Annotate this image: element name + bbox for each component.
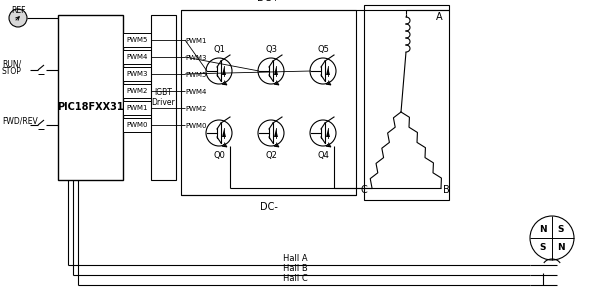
Polygon shape	[326, 67, 330, 75]
Text: Hall C: Hall C	[283, 274, 307, 283]
Bar	[151, 15, 176, 180]
Polygon shape	[326, 129, 330, 137]
Text: IGBT: IGBT	[155, 88, 172, 97]
Text: Q5: Q5	[317, 45, 329, 54]
Text: Q1: Q1	[213, 45, 225, 54]
Text: B: B	[443, 185, 449, 195]
Text: S: S	[558, 225, 564, 233]
Text: PWM1: PWM1	[126, 105, 148, 111]
Text: DC+: DC+	[257, 0, 280, 3]
Text: PWM0: PWM0	[126, 122, 148, 128]
Text: FWD/REV: FWD/REV	[2, 116, 38, 125]
Circle shape	[9, 9, 27, 27]
Text: RUN/: RUN/	[2, 59, 21, 68]
Text: S: S	[540, 242, 546, 252]
Text: PWM4: PWM4	[185, 89, 206, 95]
Polygon shape	[274, 67, 278, 75]
Bar	[123, 50, 151, 64]
Text: PWM0: PWM0	[185, 123, 206, 129]
Text: Q4: Q4	[317, 151, 329, 160]
Text: Hall B: Hall B	[283, 264, 307, 273]
Text: N: N	[557, 242, 565, 252]
Text: PWM3: PWM3	[126, 71, 148, 77]
Text: PWM1: PWM1	[185, 38, 206, 44]
Text: Q3: Q3	[265, 45, 277, 54]
Polygon shape	[222, 67, 226, 75]
Text: REF: REF	[11, 6, 25, 15]
Text: Q2: Q2	[265, 151, 277, 160]
Bar	[364, 5, 449, 200]
Text: DC-: DC-	[260, 202, 277, 212]
Text: PWM4: PWM4	[127, 54, 148, 60]
Bar	[123, 33, 151, 47]
Bar	[181, 10, 356, 195]
Text: Hall A: Hall A	[283, 254, 307, 263]
Bar	[58, 15, 123, 180]
Text: PWM5: PWM5	[127, 37, 148, 43]
Text: PWM2: PWM2	[127, 88, 148, 94]
Text: Driver: Driver	[152, 98, 175, 107]
Text: PWM3: PWM3	[185, 55, 206, 61]
Polygon shape	[222, 129, 226, 137]
Bar	[123, 101, 151, 115]
Text: C: C	[360, 185, 367, 195]
Bar	[123, 84, 151, 98]
Bar	[123, 67, 151, 81]
Text: Q0: Q0	[213, 151, 225, 160]
Polygon shape	[274, 129, 278, 137]
Text: A: A	[436, 12, 442, 22]
Text: PIC18FXX31: PIC18FXX31	[57, 103, 124, 112]
Text: STOP: STOP	[2, 67, 22, 76]
Text: N: N	[539, 225, 547, 233]
Text: PWM2: PWM2	[185, 106, 206, 112]
Text: PWM5: PWM5	[185, 72, 206, 78]
Bar	[123, 118, 151, 132]
